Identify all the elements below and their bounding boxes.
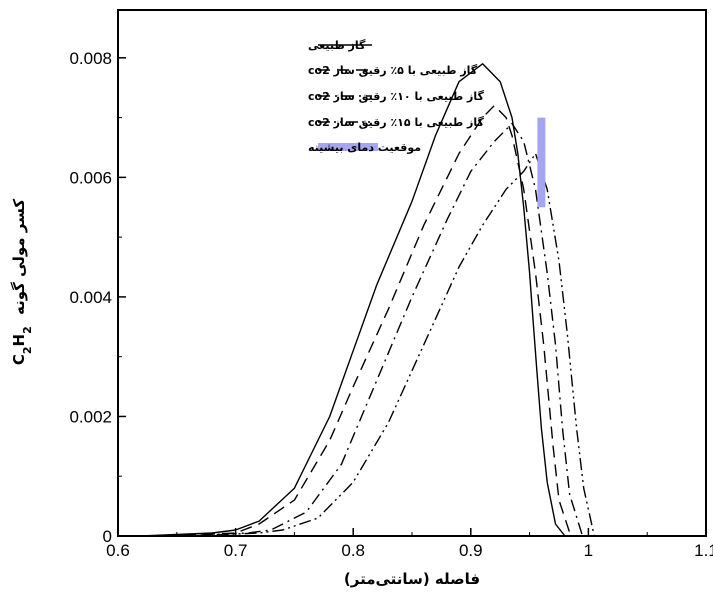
x-tick-label: 1: [584, 541, 593, 560]
series-line-1: [141, 63, 566, 537]
legend-label-2: گاز طبیعی با ۵٪ رقیق ساز co2: [308, 64, 478, 77]
y-tick-label: 0: [103, 527, 112, 546]
y-axis-title-formula: C2H2: [10, 321, 34, 365]
y-tick-label: 0.006: [69, 168, 112, 187]
x-tick-label: 0.7: [224, 541, 248, 560]
plot-frame: [117, 9, 707, 537]
legend-label-peak: موقعیت دمای بیشینه: [308, 141, 421, 154]
y-tick-label: 0.004: [69, 288, 112, 307]
series-line-4: [188, 152, 595, 537]
y-axis: 0 0.002 0.004 0.006 0.008: [69, 49, 126, 546]
y-tick-label: 0.002: [69, 407, 112, 426]
peak-temperature-marker: [537, 117, 546, 208]
svg-text:C2H2 کسر مولی گون: C2H2 کسر مولی گونه: [10, 199, 34, 366]
y-axis-title: C2H2 کسر مولی گونه: [10, 199, 34, 366]
legend: گاز طبیعی گاز طبیعی با ۵٪ رقیق ساز co2 گاز…: [308, 39, 485, 154]
series-line-2: [164, 104, 572, 537]
legend-label-3: گاز طبیعی با ۱۰٪ رقیق ساز co2: [308, 90, 485, 103]
series-layer: [141, 63, 595, 537]
legend-label-4: گاز طبیعی با ۱۵٪ رقیق ساز co2: [308, 116, 485, 129]
x-tick-label: 0.8: [341, 541, 365, 560]
x-tick-label: 0.6: [106, 541, 130, 560]
x-tick-label: 1.1: [694, 541, 713, 560]
legend-swatch-peak: [318, 143, 378, 151]
x-tick-label: 0.9: [459, 541, 483, 560]
peak-temperature-marker-layer: [537, 117, 546, 208]
series-line-3: [176, 122, 584, 537]
x-axis-title: فاصله (سانتی‌متر): [344, 570, 480, 588]
y-tick-label: 0.008: [69, 49, 112, 68]
legend-label-1: گاز طبیعی: [308, 39, 366, 52]
x-axis: 0.6 0.7 0.8 0.9 1 1.1: [106, 528, 713, 560]
y-axis-title-text: کسر مولی گونه: [10, 199, 28, 315]
